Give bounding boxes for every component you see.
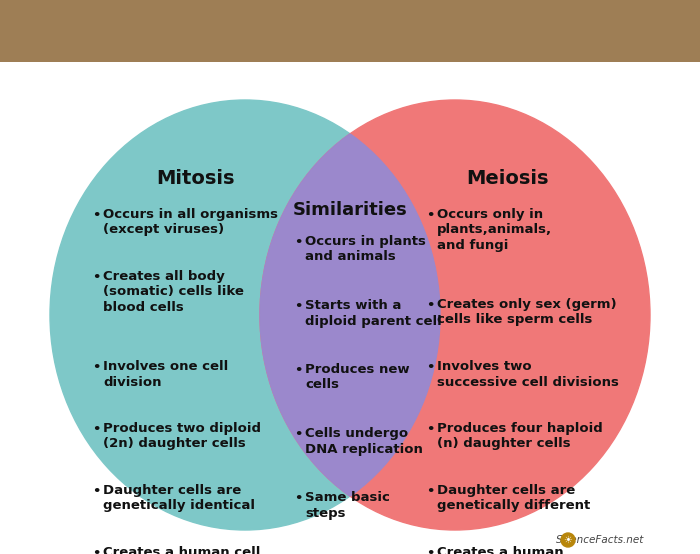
Text: Same basic
steps: Same basic steps (305, 491, 390, 520)
Text: ☀: ☀ (564, 535, 573, 545)
Text: Creates all body
(somatic) cells like
blood cells: Creates all body (somatic) cells like bl… (103, 270, 244, 314)
Text: ScienceFacts.net: ScienceFacts.net (556, 535, 644, 545)
Text: •: • (426, 299, 434, 312)
Circle shape (561, 533, 575, 547)
Text: •: • (92, 209, 100, 222)
Text: Produces four haploid
(n) daughter cells: Produces four haploid (n) daughter cells (437, 422, 603, 450)
Text: Occurs only in
plants,animals,
and fungi: Occurs only in plants,animals, and fungi (437, 208, 552, 252)
Ellipse shape (260, 100, 650, 530)
Text: Meiosis: Meiosis (467, 168, 550, 187)
Text: •: • (293, 236, 302, 249)
Text: Produces new
cells: Produces new cells (305, 363, 410, 392)
Text: Creates only sex (germ)
cells like sperm cells: Creates only sex (germ) cells like sperm… (437, 298, 617, 326)
Ellipse shape (50, 100, 440, 530)
Text: •: • (92, 361, 100, 374)
Text: •: • (426, 547, 434, 554)
Ellipse shape (260, 100, 650, 530)
Text: •: • (426, 485, 434, 498)
Text: •: • (426, 361, 434, 374)
Text: Cells undergo
DNA replication: Cells undergo DNA replication (305, 427, 423, 455)
Text: Occurs in plants
and animals: Occurs in plants and animals (305, 235, 426, 264)
Text: Daughter cells are
genetically different: Daughter cells are genetically different (437, 484, 590, 512)
Text: •: • (426, 423, 434, 436)
FancyBboxPatch shape (0, 0, 700, 62)
Text: •: • (92, 547, 100, 554)
Text: •: • (92, 271, 100, 284)
Text: Creates a human
cell with 23
chromosomes: Creates a human cell with 23 chromosomes (437, 546, 564, 554)
Text: Mitosis: Mitosis (155, 168, 234, 187)
Text: Similarities: Similarities (293, 201, 407, 219)
Text: Creates a human cell
with 46 chromosomes: Creates a human cell with 46 chromosomes (103, 546, 267, 554)
Text: •: • (293, 428, 302, 441)
Text: Involves one cell
division: Involves one cell division (103, 360, 228, 388)
Text: •: • (293, 364, 302, 377)
Text: •: • (92, 423, 100, 436)
Text: Daughter cells are
genetically identical: Daughter cells are genetically identical (103, 484, 255, 512)
Text: Involves two
successive cell divisions: Involves two successive cell divisions (437, 360, 619, 388)
Text: Produces two diploid
(2n) daughter cells: Produces two diploid (2n) daughter cells (103, 422, 261, 450)
Text: •: • (293, 300, 302, 313)
Text: •: • (92, 485, 100, 498)
Text: Occurs in all organisms
(except viruses): Occurs in all organisms (except viruses) (103, 208, 278, 237)
Text: •: • (293, 492, 302, 505)
Text: •: • (426, 209, 434, 222)
Ellipse shape (50, 100, 440, 530)
Text: Starts with a
diploid parent cell: Starts with a diploid parent cell (305, 299, 442, 327)
Text: Mitosis and Meiosis Venn Diagram: Mitosis and Meiosis Venn Diagram (68, 17, 632, 45)
